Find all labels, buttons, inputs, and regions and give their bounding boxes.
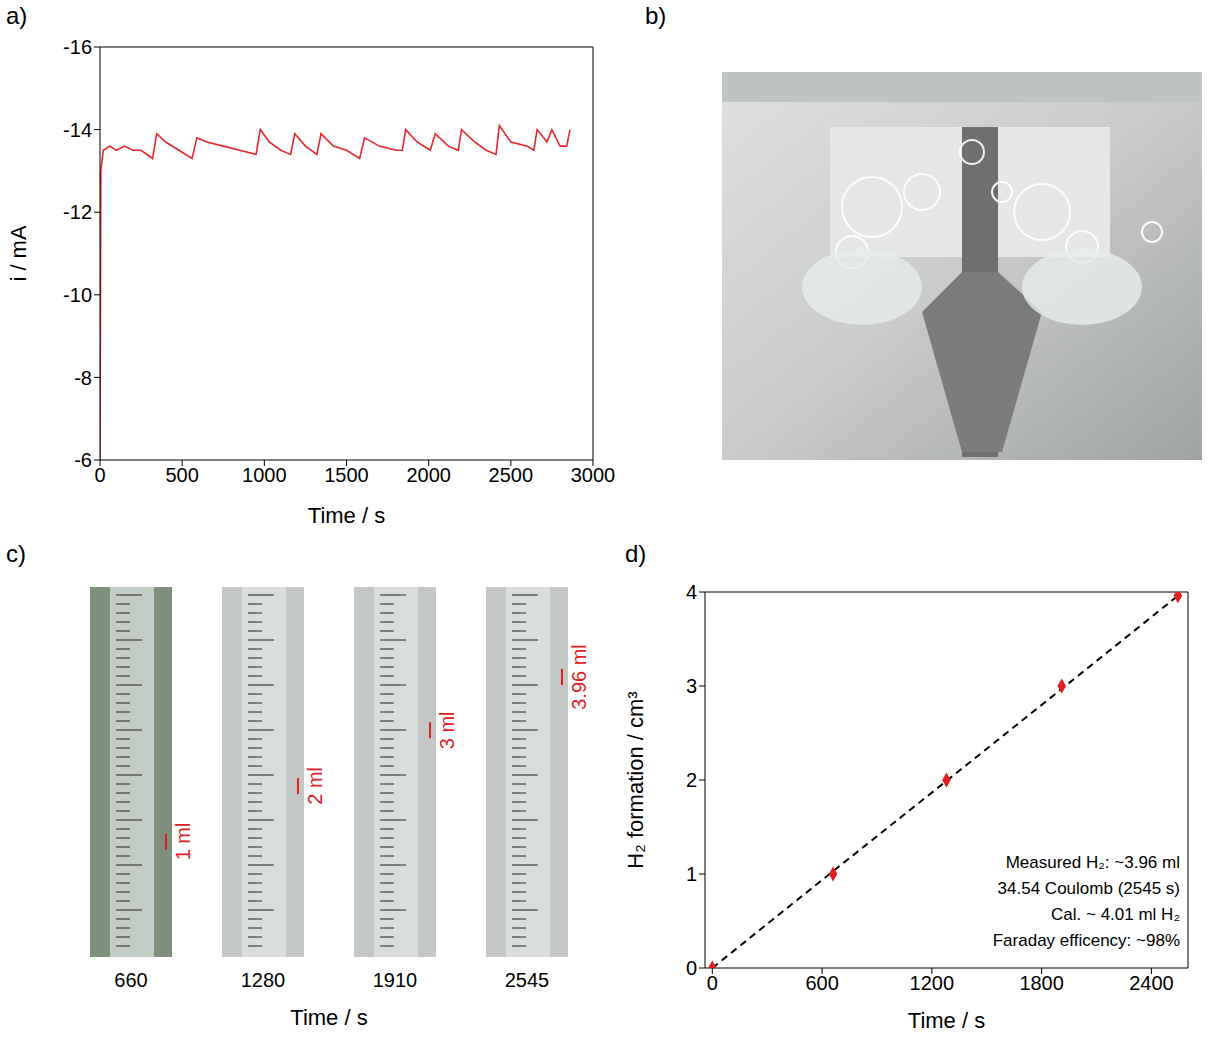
html-text:Cal. ~ 4.01 ml H₂: Cal. ~ 4.01 ml H₂ (1051, 905, 1180, 924)
svg-text:3 ml: 3 ml (436, 711, 458, 749)
html-text:b): b) (645, 2, 667, 29)
svg-text:600: 600 (805, 972, 838, 994)
svg-text:3: 3 (686, 675, 697, 697)
svg-text:1: 1 (686, 863, 697, 885)
html-text:c): c) (6, 540, 26, 567)
svg-text:0: 0 (686, 957, 697, 979)
html-text:Measured H₂: ~3.96 ml: Measured H₂: ~3.96 ml (1005, 853, 1180, 872)
svg-text:-16: -16 (63, 36, 92, 58)
svg-text:Time / s: Time / s (308, 503, 385, 528)
svg-text:1500: 1500 (324, 464, 369, 486)
svg-text:-10: -10 (63, 284, 92, 306)
svg-text:1800: 1800 (1019, 972, 1064, 994)
svg-text:1000: 1000 (242, 464, 287, 486)
svg-text:0: 0 (94, 464, 105, 486)
html-text:a): a) (6, 2, 28, 29)
svg-text:4: 4 (686, 581, 697, 603)
svg-text:-14: -14 (63, 119, 92, 141)
svg-text:i / mA: i / mA (6, 225, 31, 282)
svg-text:-6: -6 (74, 449, 92, 471)
svg-text:2000: 2000 (406, 464, 451, 486)
svg-text:Time / s: Time / s (908, 1008, 985, 1033)
svg-text:660: 660 (114, 969, 147, 991)
svg-text:1200: 1200 (910, 972, 955, 994)
svg-text:-12: -12 (63, 201, 92, 223)
svg-text:0: 0 (707, 972, 718, 994)
svg-text:Time / s: Time / s (290, 1005, 367, 1030)
svg-text:500: 500 (165, 464, 198, 486)
svg-text:2500: 2500 (489, 464, 534, 486)
html-text:d): d) (625, 540, 647, 567)
svg-text:2545: 2545 (505, 969, 550, 991)
html-text:Faraday efficency: ~98%: Faraday efficency: ~98% (992, 931, 1180, 950)
svg-text:3.96 ml: 3.96 ml (568, 644, 590, 710)
svg-text:2: 2 (686, 769, 697, 791)
svg-text:1910: 1910 (373, 969, 418, 991)
svg-text:2400: 2400 (1129, 972, 1174, 994)
svg-text:3000: 3000 (571, 464, 616, 486)
svg-text:-8: -8 (74, 367, 92, 389)
svg-text:2 ml: 2 ml (304, 767, 326, 805)
svg-text:H₂ formation / cm³: H₂ formation / cm³ (623, 691, 648, 868)
html-text:34.54 Coulomb (2545 s): 34.54 Coulomb (2545 s) (997, 879, 1180, 898)
svg-text:1280: 1280 (241, 969, 286, 991)
svg-text:1 ml: 1 ml (172, 823, 194, 861)
